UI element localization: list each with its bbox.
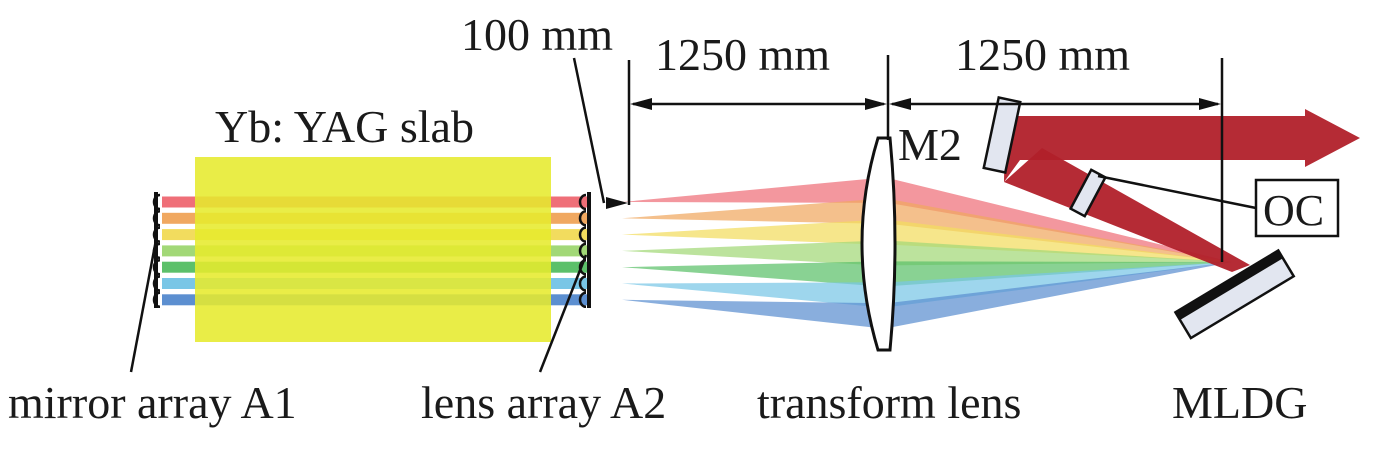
mirror-element	[152, 275, 161, 292]
output-beam	[1004, 109, 1360, 182]
diverging-beam-fans	[622, 178, 878, 328]
beam-converge	[888, 240, 1232, 266]
dim-label-1250mm-left: 1250 mm	[655, 29, 830, 80]
mldg-label: MLDG	[1172, 377, 1307, 428]
oc-label: OC	[1263, 186, 1324, 235]
beam-fan	[622, 282, 878, 308]
converging-beams	[888, 178, 1232, 328]
dimension-lines	[572, 55, 1224, 262]
return-beam-to-oc	[1004, 148, 1250, 272]
beam-converge	[888, 262, 1232, 328]
beam-fan	[622, 219, 878, 245]
beam-fan	[622, 178, 878, 203]
beam-converge	[888, 178, 1232, 262]
beam-converge	[888, 219, 1232, 262]
lens-array-label: lens array A2	[421, 377, 666, 428]
lens-element	[578, 193, 587, 211]
mirror-element	[152, 210, 161, 227]
yag-slab	[195, 157, 551, 342]
transform-lens	[860, 136, 897, 352]
beam-fan	[622, 261, 878, 287]
dim-label-100mm: 100 mm	[461, 9, 613, 60]
leader-lines	[129, 174, 1257, 373]
beam-fan	[622, 198, 878, 224]
lens-element	[578, 210, 587, 227]
m2-label: M2	[898, 119, 962, 170]
mirror-array-label: mirror array A1	[8, 377, 297, 428]
oc-mirror	[1068, 168, 1108, 218]
lens-element	[578, 291, 587, 309]
mirror-element	[152, 193, 161, 211]
m2-mirror	[982, 96, 1022, 174]
dim-label-1250mm-right: 1250 mm	[955, 29, 1130, 80]
beam-fan	[622, 299, 878, 328]
slab-label: Yb: YAG slab	[215, 101, 474, 152]
dimension-arrowheads	[606, 98, 1221, 209]
mirror-element	[152, 291, 161, 309]
mirror-element	[152, 258, 161, 276]
mirror-element	[152, 226, 161, 243]
transform-lens-label: transform lens	[757, 377, 1021, 428]
oc-label-box	[1254, 178, 1340, 238]
beam-converge	[888, 198, 1232, 262]
lens-element	[578, 275, 587, 292]
mldg-grating	[1173, 248, 1296, 340]
lens-element	[578, 226, 587, 243]
beam-fan	[622, 240, 878, 266]
